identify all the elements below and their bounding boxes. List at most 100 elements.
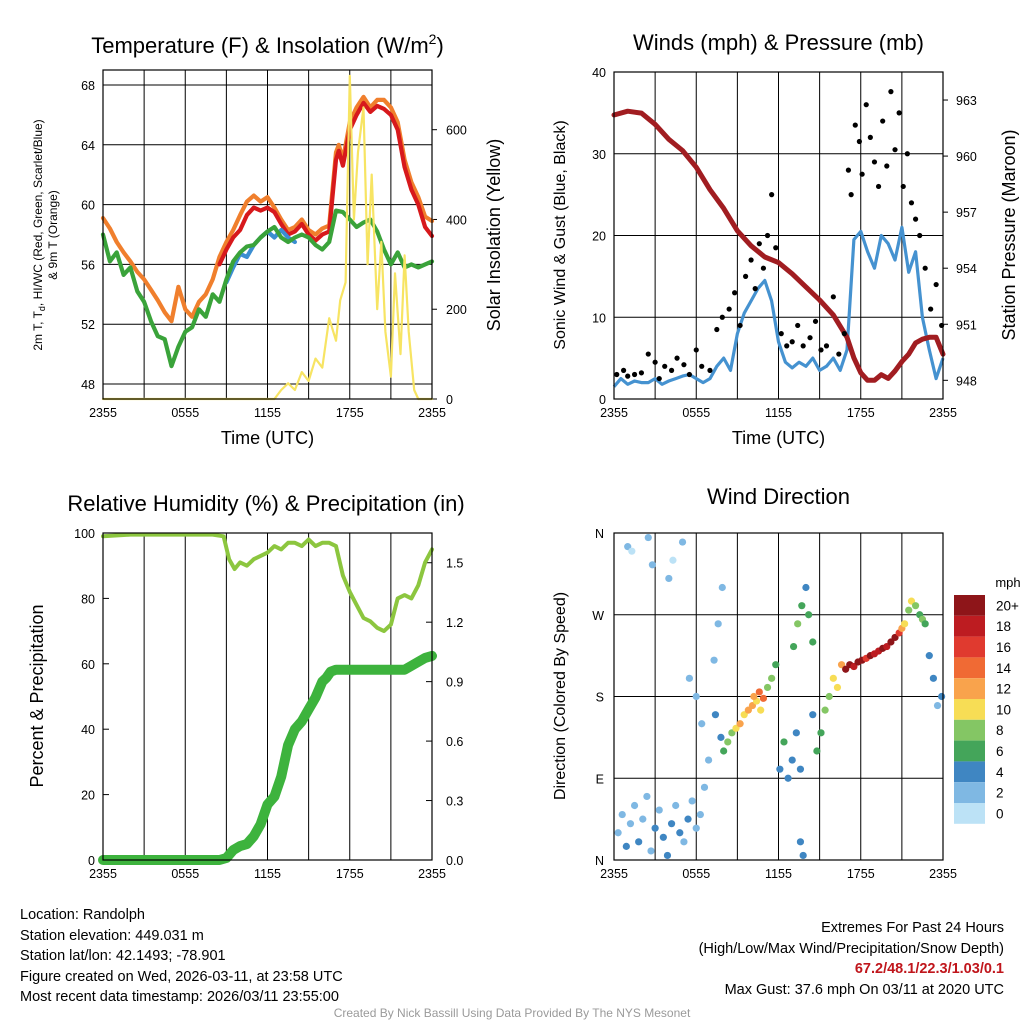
wind-y-right-axis-label: Station Pressure (Maroon) [999,129,1019,340]
rh-frame [102,532,433,861]
wind-gust-point [726,306,732,312]
wind-gust-point [707,367,713,373]
dir-point [692,692,700,701]
dir-point [763,683,772,692]
temp-y-right-tick-label: 400 [446,213,467,227]
dir-point [825,692,833,701]
wind-y-tick-label: 20 [592,230,606,244]
wind-y-tick-label: 10 [592,311,606,325]
temp-x-tick-label: 2355 [89,406,117,420]
dir-point [925,652,933,660]
dir-legend-label: 18 [996,619,1011,634]
rh-series-precipitation [98,650,437,865]
wind-gust-point [674,355,680,361]
wind-gust-point [836,351,842,357]
dir-point [696,810,704,819]
wind-gust-point [748,257,754,263]
dir-point [796,838,805,846]
dir-y-tick-label: N [595,527,604,541]
dir-point [794,620,802,628]
wind-gust-point [880,118,886,124]
wind-gust-point [681,362,687,368]
dir-legend-label: 2 [996,786,1004,801]
wind-x-tick-label: 1755 [847,406,875,420]
dir-y-axis-label: Direction (Colored By Speed) [552,592,569,800]
dir-legend-swatch [954,719,985,741]
temp-x-tick-label: 0555 [171,406,199,420]
temp-x-tick-label: 1755 [336,406,364,420]
temp-series-2m-t [217,100,435,267]
wind-gust-point [917,232,923,239]
rh-x-tick-label: 2355 [418,867,446,881]
dir-x-tick-label: 1155 [765,867,792,881]
wind-gust-point [656,375,662,382]
wind-gust-point [922,265,928,271]
dir-point [717,733,725,741]
dir-x-tick-label: 2355 [600,867,628,881]
station-info: Location: Randolph Station elevation: 44… [20,905,343,1008]
rh-y-tick-label: 60 [81,658,95,672]
wind-gust-point [845,167,852,173]
wind-gust-point [904,151,910,157]
wind-gust-point [848,192,854,198]
dir-point [684,815,692,823]
dir-x-tick-label: 0555 [682,867,710,881]
wind-gust-point [764,232,771,239]
dir-point [700,783,709,791]
rh-y-tick-label: 20 [81,789,95,803]
dir-y-tick-label: N [595,854,604,868]
wind-gust-point [620,367,627,373]
wind-x-tick-label: 0555 [682,406,710,420]
temp-y-tick-label: 56 [81,258,95,272]
wind-y-right-tick-label: 951 [956,318,977,332]
wind-gust-point [812,318,819,324]
dir-point [788,756,796,764]
dir-point [817,729,825,737]
wind-gust-point [625,373,631,379]
temp-title: Temperature (F) & Insolation (W/m2) [91,31,444,58]
dir-point [630,801,639,810]
dir-legend-label: 6 [996,744,1004,759]
dir-point [750,692,758,701]
dir-point [672,801,680,810]
wind-gust-point [638,370,645,376]
rh-y-right-tick-label: 1.2 [446,616,463,630]
temp-frame [102,69,433,400]
dir-point [643,792,651,801]
wind-gust-point [699,363,705,369]
temp-x-axis-label: Time (UTC) [221,428,314,448]
wind-y-tick-label: 40 [592,66,606,80]
dir-point [921,620,929,628]
dir-legend-swatch [954,782,985,803]
temp-series-solar-insolation [101,74,434,401]
temp-y-label-line2: & 9m T (Orange) [46,190,60,280]
dir-point [614,829,622,837]
wind-gust-point [807,335,813,341]
dir-legend-swatch [954,657,985,679]
dir-point [665,574,673,583]
dir-legend-label: 4 [996,765,1004,780]
wind-gust-point [859,171,865,177]
dir-point [711,711,720,719]
dir-point [667,820,676,828]
wind-gust-point [769,192,775,198]
wind-gust-point [693,347,699,353]
dir-point [905,606,913,614]
wind-gust-point [719,314,725,320]
dir-point [663,851,672,860]
dir-point [704,756,713,764]
max-gust-text: Max Gust: 37.6 mph On 03/11 at 2020 UTC [724,981,1004,998]
dir-point [792,729,800,737]
wind-gust-point [714,326,720,333]
rh-x-tick-label: 1155 [254,867,281,881]
wind-y-right-tick-label: 960 [956,150,977,164]
recent-data-text: Most recent data timestamp: 2026/03/11 2… [20,989,339,1005]
wind-y-right-tick-label: 948 [956,374,977,388]
dir-point [651,824,659,832]
dir-point [776,765,784,773]
wind-gust-point [614,371,620,378]
dir-point [759,694,768,702]
temp-series-2m-td [100,208,435,369]
wind-gust-point [662,363,668,369]
